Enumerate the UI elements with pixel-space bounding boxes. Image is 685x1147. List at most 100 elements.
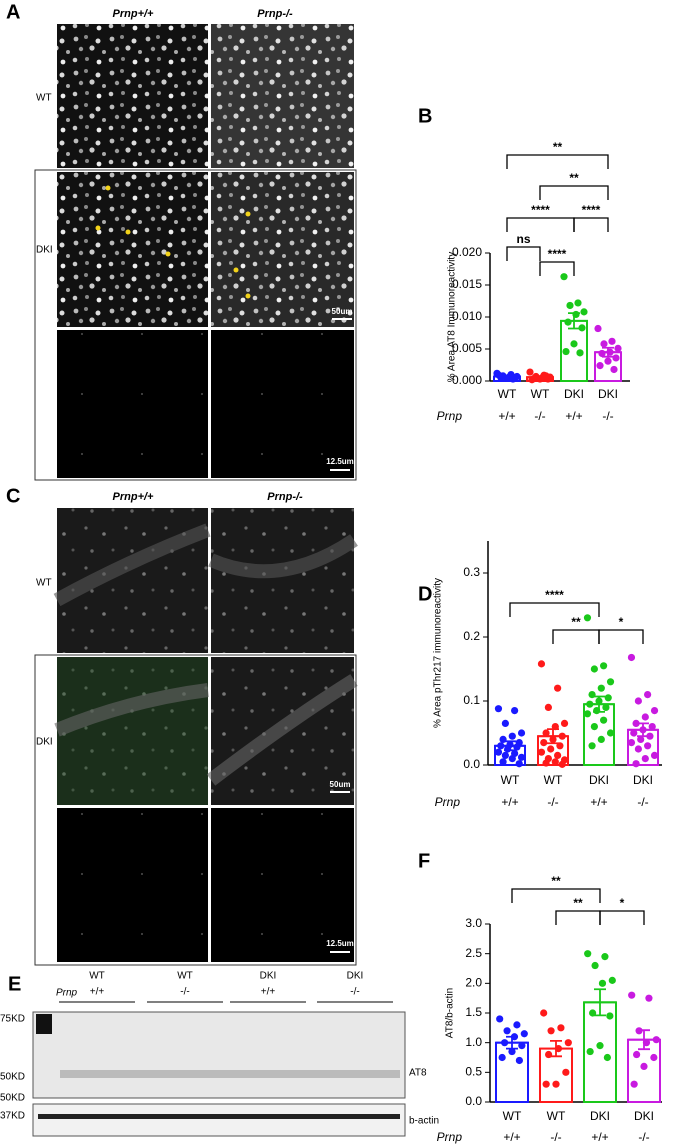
data-point: [576, 349, 584, 357]
data-point: [606, 1012, 614, 1020]
significance-bracket: [552, 629, 600, 644]
group-genotype: DKI: [347, 971, 364, 982]
data-point: [594, 324, 602, 333]
band-label: AT8: [409, 1068, 427, 1079]
x-sub-label: +/+: [501, 795, 518, 809]
significance-label: **: [573, 896, 583, 910]
data-point: [560, 273, 568, 281]
data-point: [641, 755, 649, 763]
error-bar: [628, 722, 658, 738]
y-tick-label: 0.015: [452, 277, 482, 291]
data-point: [614, 344, 622, 352]
micrograph: [57, 330, 208, 478]
data-point: [604, 694, 612, 702]
y-axis-label: % Area pThr217 immunoreactivity: [433, 578, 444, 728]
x-tick-label: WT: [503, 1109, 522, 1123]
data-point: [644, 742, 652, 750]
data-point: [588, 742, 596, 750]
micrograph: [211, 808, 354, 962]
data-point: [596, 1042, 604, 1050]
data-point: [633, 1050, 641, 1059]
data-point: [511, 707, 519, 715]
data-point: [590, 723, 598, 731]
panel-label: C: [6, 485, 20, 507]
data-point: [640, 1062, 648, 1070]
data-point: [590, 665, 598, 673]
data-point: [501, 751, 509, 760]
column-header: Prnp-/-: [257, 8, 293, 20]
dki-box: [34, 169, 357, 481]
row-label: WT: [36, 93, 52, 104]
data-point: [632, 760, 640, 768]
significance-label: ns: [516, 232, 530, 246]
data-point: [578, 324, 586, 332]
marker-label: 37KD: [0, 1111, 25, 1122]
data-point: [637, 735, 645, 744]
data-point: [544, 703, 552, 712]
row-label: DKI: [36, 245, 53, 256]
data-point: [612, 354, 620, 362]
data-point: [603, 1053, 611, 1062]
significance-label: ****: [545, 588, 564, 602]
data-point: [517, 729, 526, 737]
data-point: [566, 301, 574, 310]
data-point: [537, 660, 546, 668]
data-point: [583, 710, 592, 718]
group-label: Prnp: [437, 409, 463, 423]
error-bar: [540, 1039, 572, 1058]
panel-label: A: [6, 1, 20, 23]
column-header: Prnp+/+: [113, 491, 155, 503]
cell-layer: [208, 534, 358, 579]
data-point: [554, 684, 562, 692]
band-label: b-actin: [409, 1116, 439, 1127]
panel-label: D: [418, 583, 432, 605]
data-point: [597, 684, 605, 692]
x-tick-label: DKI: [598, 387, 618, 401]
x-sub-label: -/-: [547, 795, 558, 809]
y-tick-label: 3.0: [465, 916, 482, 930]
data-point: [600, 662, 608, 670]
data-point: [646, 732, 654, 740]
marker-label: 75KD: [0, 1014, 25, 1025]
micrograph: [57, 24, 208, 168]
data-point: [494, 748, 503, 756]
group-genotype: DKI: [260, 971, 277, 982]
group-label: Prnp: [56, 988, 78, 999]
data-point: [630, 1080, 638, 1088]
y-tick-label: 2.5: [465, 946, 482, 960]
significance-label: **: [571, 615, 581, 629]
y-tick-label: 0.000: [452, 373, 482, 387]
data-point: [515, 1056, 523, 1065]
significance-label: **: [551, 874, 561, 888]
significance-label: ****: [582, 203, 601, 217]
panel-label: F: [418, 850, 430, 872]
data-point: [564, 318, 572, 326]
arrows: [95, 185, 251, 299]
micrograph: [211, 330, 354, 478]
data-point: [537, 748, 546, 756]
data-point: [508, 732, 516, 740]
group-label: Prnp: [435, 795, 461, 809]
x-tick-label: WT: [544, 773, 563, 787]
scale-bar-label: 12.5um: [326, 457, 354, 466]
significance-bracket: [539, 261, 575, 276]
blot-band: [38, 1114, 400, 1119]
data-point: [570, 340, 578, 348]
cell-layer: [53, 523, 211, 607]
data-point: [508, 1047, 516, 1056]
y-tick-label: 0.010: [452, 309, 482, 323]
x-tick-label: WT: [501, 773, 520, 787]
significance-bracket: [506, 154, 609, 169]
y-axis-label: AT8/b-actin: [445, 988, 456, 1038]
significance-bracket: [506, 246, 541, 261]
x-tick-label: WT: [531, 387, 550, 401]
data-point: [496, 1015, 504, 1023]
data-point: [586, 1047, 594, 1056]
cell-layer: [206, 674, 358, 786]
y-axis-label: % Area AT8 Immunoreactivity: [447, 252, 458, 382]
data-point: [632, 719, 640, 728]
x-sub-label: +/+: [591, 1130, 608, 1144]
y-tick-label: 0.1: [463, 693, 480, 707]
data-point: [600, 716, 608, 724]
error-bar: [496, 1035, 528, 1050]
